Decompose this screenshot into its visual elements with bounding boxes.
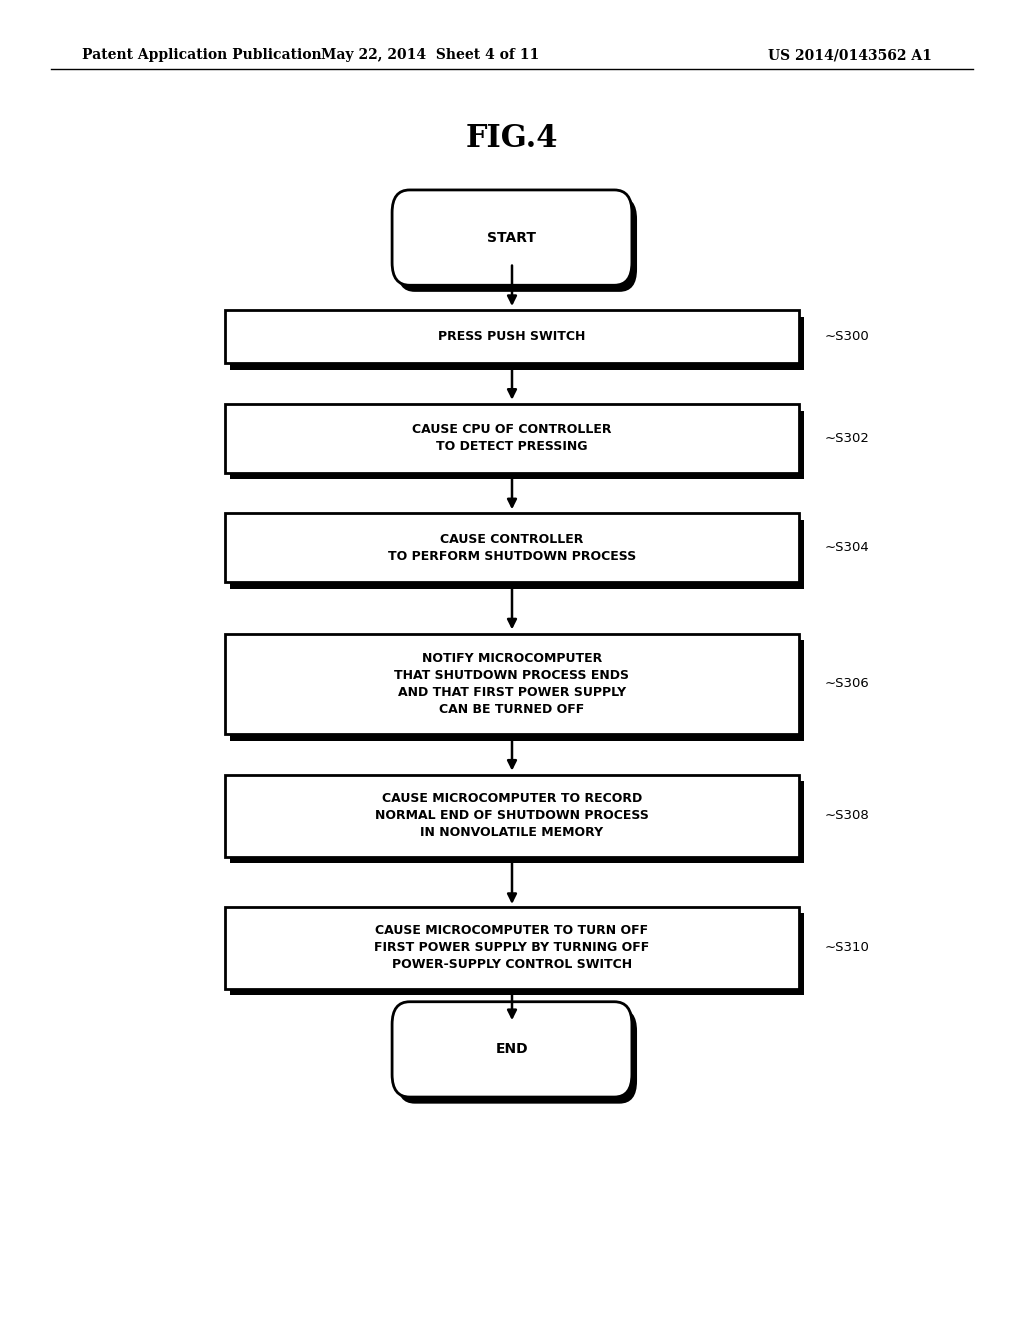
FancyBboxPatch shape [230,411,804,479]
Text: FIG.4: FIG.4 [466,123,558,154]
FancyBboxPatch shape [230,913,804,995]
Text: ∼S300: ∼S300 [824,330,869,343]
FancyBboxPatch shape [225,310,799,363]
Text: CAUSE MICROCOMPUTER TO RECORD
NORMAL END OF SHUTDOWN PROCESS
IN NONVOLATILE MEMO: CAUSE MICROCOMPUTER TO RECORD NORMAL END… [375,792,649,840]
FancyBboxPatch shape [230,781,804,863]
Text: ∼S304: ∼S304 [824,541,869,554]
Text: ∼S310: ∼S310 [824,941,869,954]
Text: END: END [496,1043,528,1056]
FancyBboxPatch shape [392,190,632,285]
FancyBboxPatch shape [230,317,804,370]
Text: CAUSE CONTROLLER
TO PERFORM SHUTDOWN PROCESS: CAUSE CONTROLLER TO PERFORM SHUTDOWN PRO… [388,533,636,562]
FancyBboxPatch shape [230,520,804,589]
Text: May 22, 2014  Sheet 4 of 11: May 22, 2014 Sheet 4 of 11 [321,49,540,62]
FancyBboxPatch shape [392,1002,632,1097]
FancyBboxPatch shape [225,513,799,582]
Text: CAUSE MICROCOMPUTER TO TURN OFF
FIRST POWER SUPPLY BY TURNING OFF
POWER-SUPPLY C: CAUSE MICROCOMPUTER TO TURN OFF FIRST PO… [375,924,649,972]
Text: Patent Application Publication: Patent Application Publication [82,49,322,62]
FancyBboxPatch shape [225,907,799,989]
FancyBboxPatch shape [225,404,799,473]
Text: ∼S308: ∼S308 [824,809,869,822]
Text: PRESS PUSH SWITCH: PRESS PUSH SWITCH [438,330,586,343]
FancyBboxPatch shape [230,640,804,741]
Text: US 2014/0143562 A1: US 2014/0143562 A1 [768,49,932,62]
FancyBboxPatch shape [397,197,637,292]
Text: CAUSE CPU OF CONTROLLER
TO DETECT PRESSING: CAUSE CPU OF CONTROLLER TO DETECT PRESSI… [413,424,611,453]
Text: START: START [487,231,537,244]
Text: ∼S306: ∼S306 [824,677,869,690]
FancyBboxPatch shape [397,1008,637,1104]
Text: NOTIFY MICROCOMPUTER
THAT SHUTDOWN PROCESS ENDS
AND THAT FIRST POWER SUPPLY
CAN : NOTIFY MICROCOMPUTER THAT SHUTDOWN PROCE… [394,652,630,715]
Text: ∼S302: ∼S302 [824,432,869,445]
FancyBboxPatch shape [225,634,799,734]
FancyBboxPatch shape [225,775,799,857]
